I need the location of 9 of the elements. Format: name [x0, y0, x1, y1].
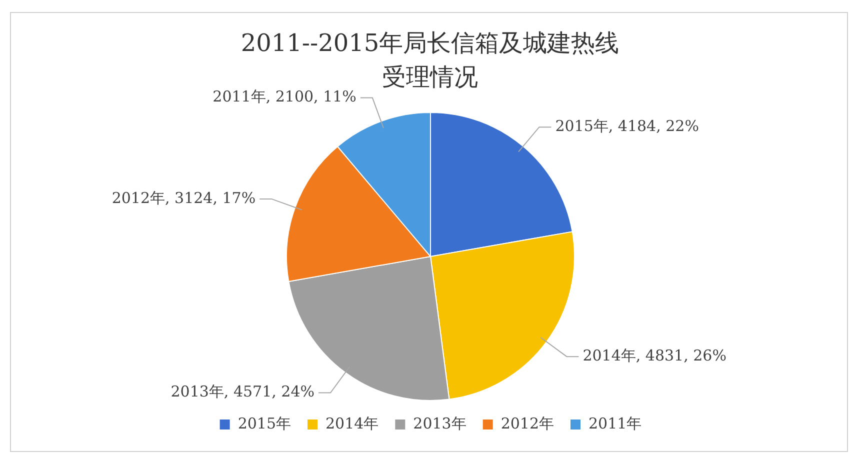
- legend-label: 2011年: [588, 414, 642, 432]
- data-label: 2012年, 3124, 17%: [112, 188, 256, 207]
- legend-label: 2013年: [413, 414, 466, 432]
- data-label: 2014年, 4831, 26%: [582, 346, 726, 364]
- data-label: 2013年, 4571, 24%: [170, 382, 315, 401]
- legend-label: 2015年: [238, 414, 292, 432]
- data-label: 2015年, 4184, 22%: [555, 117, 699, 135]
- legend-label: 2012年: [500, 414, 554, 432]
- legend-label: 2014年: [325, 414, 379, 432]
